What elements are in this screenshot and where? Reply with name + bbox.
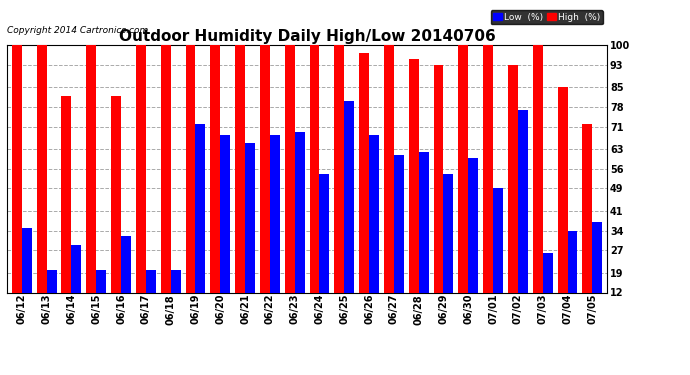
Bar [245, 144, 255, 326]
Bar [567, 231, 578, 326]
Bar [369, 135, 379, 326]
Bar [582, 124, 592, 326]
Bar [210, 45, 220, 326]
Bar [483, 45, 493, 326]
Bar [161, 45, 170, 326]
Bar [195, 124, 206, 326]
Bar [295, 132, 304, 326]
Bar [136, 45, 146, 326]
Bar [47, 270, 57, 326]
Bar [170, 270, 181, 326]
Bar [558, 87, 567, 326]
Bar [508, 64, 518, 326]
Bar [493, 188, 503, 326]
Bar [543, 253, 553, 326]
Text: Copyright 2014 Cartronics.com: Copyright 2014 Cartronics.com [7, 26, 148, 35]
Bar [344, 101, 354, 326]
Bar [121, 236, 131, 326]
Bar [186, 45, 195, 326]
Bar [285, 45, 295, 326]
Bar [384, 45, 394, 326]
Bar [220, 135, 230, 326]
Bar [86, 45, 96, 326]
Bar [533, 45, 543, 326]
Bar [71, 245, 81, 326]
Bar [235, 45, 245, 326]
Bar [458, 45, 469, 326]
Bar [335, 45, 344, 326]
Bar [260, 45, 270, 326]
Title: Outdoor Humidity Daily High/Low 20140706: Outdoor Humidity Daily High/Low 20140706 [119, 29, 495, 44]
Bar [592, 222, 602, 326]
Bar [394, 154, 404, 326]
Bar [310, 45, 319, 326]
Bar [408, 59, 419, 326]
Bar [12, 45, 22, 326]
Bar [111, 96, 121, 326]
Bar [146, 270, 156, 326]
Bar [433, 64, 444, 326]
Bar [359, 54, 369, 326]
Bar [22, 228, 32, 326]
Bar [37, 45, 47, 326]
Bar [270, 135, 279, 326]
Bar [419, 152, 428, 326]
Bar [96, 270, 106, 326]
Bar [469, 158, 478, 326]
Bar [319, 174, 329, 326]
Bar [61, 96, 71, 326]
Legend: Low  (%), High  (%): Low (%), High (%) [491, 10, 602, 24]
Bar [444, 174, 453, 326]
Bar [518, 110, 528, 326]
